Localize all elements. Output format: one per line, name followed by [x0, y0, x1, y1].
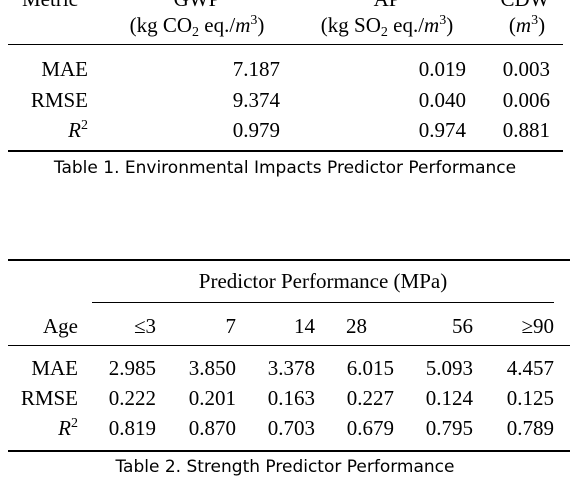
header-age-ge90: ≥90 — [521, 314, 554, 338]
table-2-group-rule — [92, 302, 554, 303]
cell-mae-le3: 2.985 — [108, 356, 156, 380]
cell-r2-56: 0.795 — [425, 416, 473, 440]
header-cdw-unit: (m3) — [508, 13, 546, 37]
header-cdw: CDW — [490, 0, 560, 12]
cell-rmse-7: 0.201 — [188, 386, 236, 410]
cell-mae-14: 3.378 — [267, 356, 315, 380]
cell-rmse-le3: 0.222 — [108, 386, 156, 410]
cell-r2-cdw: 0.881 — [502, 118, 550, 142]
table-2-header-rule — [8, 345, 570, 346]
header-age: Age — [43, 314, 78, 338]
header-gwp: GWP — [112, 0, 282, 12]
table-2-group-header: Predictor Performance (MPa) — [198, 269, 448, 293]
header-ap: AP — [302, 0, 472, 12]
table-2-bottom-rule — [8, 450, 570, 452]
row-label-mae: MAE — [31, 356, 78, 380]
cell-r2-le3: 0.819 — [108, 416, 156, 440]
cell-mae-gwp: 7.187 — [232, 57, 280, 81]
header-age-7: 7 — [225, 314, 237, 338]
row-label-rmse: RMSE — [30, 88, 88, 112]
cell-rmse-14: 0.163 — [267, 386, 315, 410]
header-age-28: 28 — [346, 314, 367, 338]
table-1-bottom-rule — [8, 150, 563, 152]
cell-mae-28: 6.015 — [346, 356, 394, 380]
cell-mae-ge90: 4.457 — [506, 356, 554, 380]
row-label-r2: R2 — [68, 118, 88, 142]
cell-r2-ge90: 0.789 — [506, 416, 554, 440]
cell-rmse-cdw: 0.006 — [502, 88, 550, 112]
header-age-14: 14 — [294, 314, 315, 338]
cell-r2-gwp: 0.979 — [232, 118, 280, 142]
table-2-top-rule — [8, 259, 570, 261]
row-label-r2: R2 — [58, 416, 78, 440]
row-label-rmse: RMSE — [20, 386, 78, 410]
cell-mae-cdw: 0.003 — [502, 57, 550, 81]
row-label-mae: MAE — [41, 57, 88, 81]
cell-r2-ap: 0.974 — [418, 118, 466, 142]
table-1-header-rule — [8, 44, 563, 45]
cell-rmse-ap: 0.040 — [418, 88, 466, 112]
cell-mae-ap: 0.019 — [418, 57, 466, 81]
cell-r2-14: 0.703 — [267, 416, 315, 440]
header-age-56: 56 — [452, 314, 473, 338]
header-ap-unit: (kg SO2 eq./m3) — [320, 13, 454, 40]
header-gwp-unit: (kg CO2 eq./m3) — [129, 13, 265, 40]
cell-r2-7: 0.870 — [188, 416, 236, 440]
header-metric: Metric — [10, 0, 90, 12]
cell-mae-56: 5.093 — [425, 356, 473, 380]
cell-mae-7: 3.850 — [188, 356, 236, 380]
cell-rmse-56: 0.124 — [425, 386, 473, 410]
cell-rmse-gwp: 9.374 — [232, 88, 280, 112]
cell-r2-28: 0.679 — [346, 416, 394, 440]
table-2-caption: Table 2. Strength Predictor Performance — [115, 457, 455, 477]
table-1-caption: Table 1. Environmental Impacts Predictor… — [53, 158, 517, 178]
cell-rmse-ge90: 0.125 — [506, 386, 554, 410]
header-age-le3: ≤3 — [133, 314, 156, 338]
cell-rmse-28: 0.227 — [346, 386, 394, 410]
